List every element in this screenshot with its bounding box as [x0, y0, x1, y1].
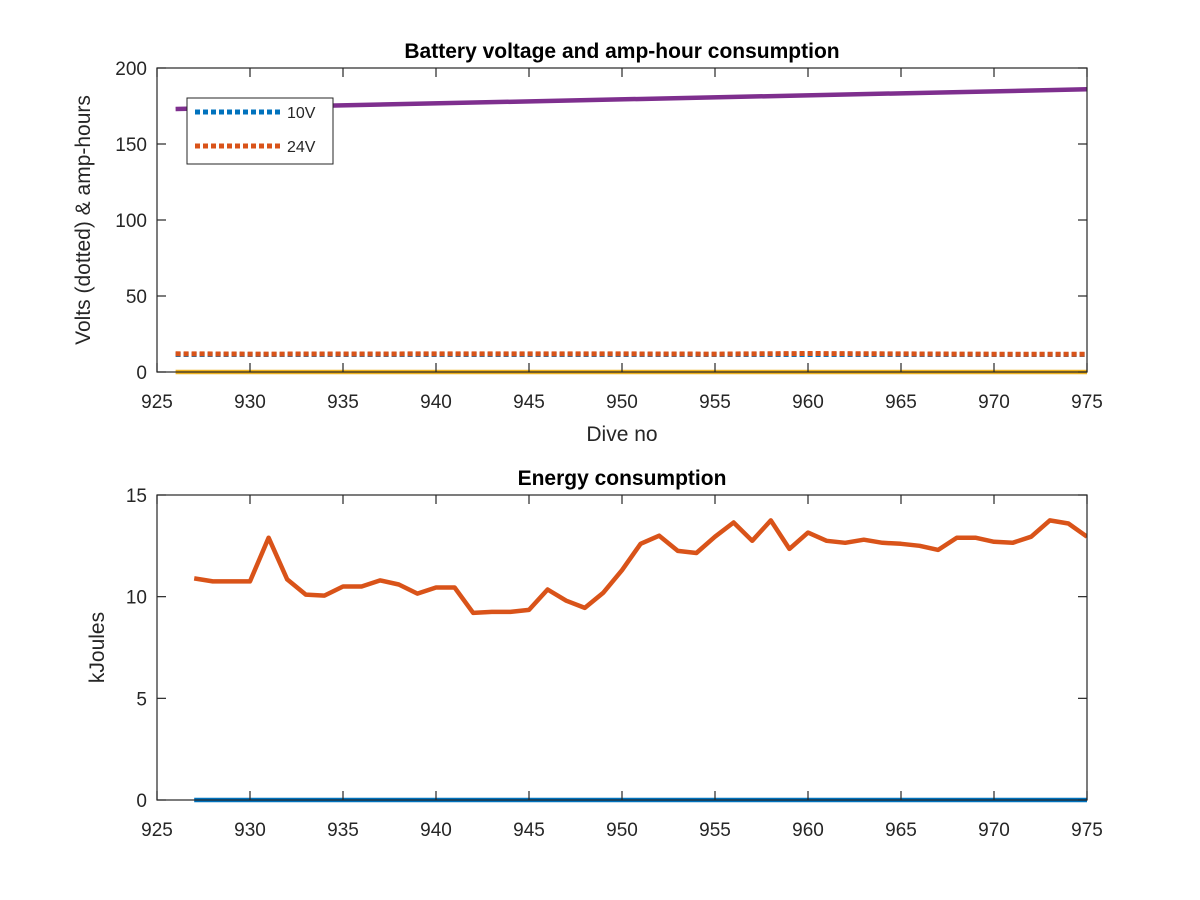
legend-label-10v: 10V [287, 105, 316, 122]
y-tick-label: 100 [115, 211, 147, 232]
legend: 10V 24V [186, 97, 334, 165]
legend-box [186, 97, 334, 165]
y-tick-label: 150 [115, 135, 147, 156]
x-tick-label: 970 [978, 392, 1010, 413]
battery-voltage-axes: 925 930 935 940 945 950 955 960 965 970 975 0 50 100 1… [72, 40, 1103, 446]
series-line-24v [175, 351, 1087, 357]
chart-title: Energy consumption [518, 467, 727, 490]
x-tick-label: 950 [606, 392, 638, 413]
plot-area [157, 495, 1087, 800]
series-line-2 [193, 518, 1087, 616]
x-tick-label: 975 [1071, 820, 1103, 841]
x-tick-label: 930 [234, 820, 266, 841]
x-tick-label: 940 [420, 820, 452, 841]
x-tick-label: 925 [141, 820, 173, 841]
x-tick-label: 955 [699, 392, 731, 413]
x-tick-label: 950 [606, 820, 638, 841]
x-axis-label: Dive no [586, 423, 657, 446]
x-tick-label: 955 [699, 820, 731, 841]
energy-consumption-axes: 925 930 935 940 945 950 955 960 965 970 975 0 5 10 15 E… [86, 467, 1103, 841]
y-tick-label: 5 [136, 689, 147, 710]
x-tick-label: 960 [792, 820, 824, 841]
x-tick-label: 945 [513, 820, 545, 841]
x-tick-label: 935 [327, 820, 359, 841]
x-tick-label: 960 [792, 392, 824, 413]
x-tick-label: 925 [141, 392, 173, 413]
x-tick-label: 965 [885, 392, 917, 413]
x-tick-label: 945 [513, 392, 545, 413]
y-tick-label: 10 [126, 588, 147, 609]
x-tick-label: 970 [978, 820, 1010, 841]
y-tick-label: 15 [126, 486, 147, 507]
x-tick-label: 935 [327, 392, 359, 413]
y-tick-label: 0 [136, 791, 147, 812]
x-tick-label: 975 [1071, 392, 1103, 413]
y-tick-label: 200 [115, 59, 147, 80]
legend-label-24v: 24V [287, 139, 316, 156]
chart-title: Battery voltage and amp-hour consumption [404, 40, 839, 63]
x-tick-label: 930 [234, 392, 266, 413]
y-tick-label: 50 [126, 287, 147, 308]
x-tick-label: 940 [420, 392, 452, 413]
x-tick-label: 965 [885, 820, 917, 841]
y-axis-label: kJoules [86, 612, 109, 683]
y-axis-label: Volts (dotted) & amp-hours [72, 95, 95, 345]
y-tick-label: 0 [136, 363, 147, 384]
